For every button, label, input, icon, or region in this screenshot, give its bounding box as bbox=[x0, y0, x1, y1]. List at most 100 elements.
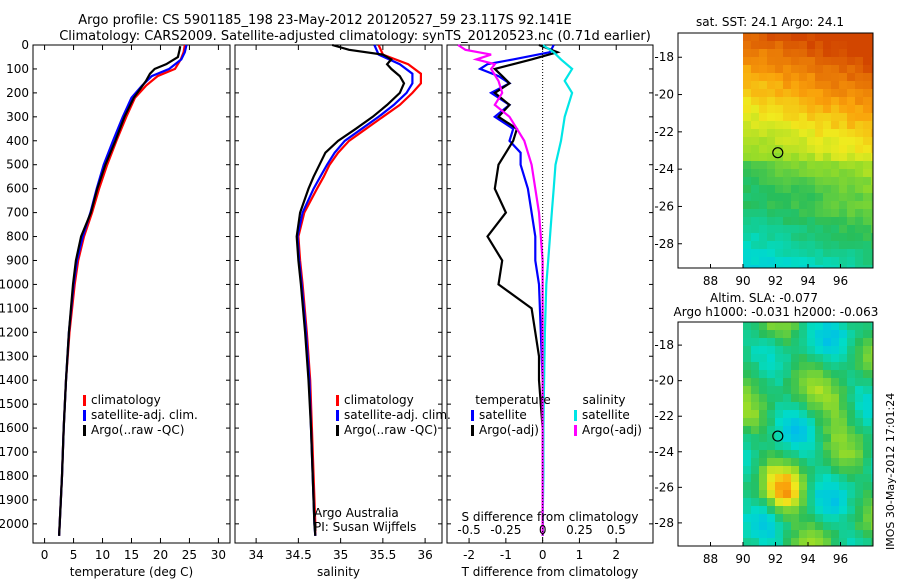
map-cell bbox=[783, 426, 792, 435]
map-cell bbox=[791, 105, 800, 114]
map-cell bbox=[783, 73, 792, 82]
map-cell bbox=[839, 121, 848, 130]
s-tick-label: 0.5 bbox=[607, 523, 626, 537]
map-cell bbox=[871, 370, 874, 379]
map-cell bbox=[751, 338, 760, 347]
map-cell bbox=[807, 386, 816, 395]
map-cell bbox=[759, 105, 768, 114]
map-cell bbox=[815, 354, 824, 363]
map-cell bbox=[791, 330, 800, 339]
map-cell bbox=[863, 458, 872, 467]
map-cell bbox=[871, 137, 874, 146]
legend-label: Argo(-adj) bbox=[479, 423, 539, 437]
map-cell bbox=[807, 402, 816, 411]
map-cell bbox=[807, 538, 816, 547]
legend-swatch bbox=[336, 395, 339, 406]
map-cell bbox=[847, 370, 856, 379]
map-cell bbox=[807, 322, 816, 331]
map-cell bbox=[863, 209, 872, 218]
map-cell bbox=[847, 89, 856, 98]
map-cell bbox=[807, 346, 816, 355]
map-cell bbox=[791, 474, 800, 483]
map-cell bbox=[831, 161, 840, 170]
map-cell bbox=[751, 354, 760, 363]
map-cell bbox=[743, 410, 752, 419]
map-cell bbox=[847, 105, 856, 114]
map-cell bbox=[815, 105, 824, 114]
map-cell bbox=[823, 33, 832, 42]
map-cell bbox=[855, 201, 864, 210]
map-cell bbox=[783, 201, 792, 210]
map-cell bbox=[807, 257, 816, 266]
map-cell bbox=[775, 169, 784, 178]
map-cell bbox=[759, 458, 768, 467]
map-cell bbox=[775, 249, 784, 258]
map-cell bbox=[855, 466, 864, 475]
map-cell bbox=[871, 474, 874, 483]
map-cell bbox=[863, 338, 872, 347]
map-cell bbox=[831, 81, 840, 90]
map-cell bbox=[743, 89, 752, 98]
map-cell bbox=[791, 514, 800, 523]
map-cell bbox=[783, 538, 792, 547]
series-line bbox=[486, 43, 561, 536]
map-cell bbox=[783, 81, 792, 90]
y-tick-label: -18 bbox=[654, 50, 674, 64]
map-cell bbox=[783, 49, 792, 58]
map-cell bbox=[823, 257, 832, 266]
map-cell bbox=[799, 57, 808, 66]
map-cell bbox=[767, 57, 776, 66]
map-cell bbox=[831, 57, 840, 66]
map-cell bbox=[743, 177, 752, 186]
map-cell bbox=[831, 402, 840, 411]
map-cell bbox=[743, 506, 752, 515]
map-cell bbox=[823, 57, 832, 66]
map-cell bbox=[815, 225, 824, 234]
map-cell bbox=[847, 418, 856, 427]
map-cell bbox=[823, 522, 832, 531]
map-cell bbox=[791, 458, 800, 467]
map-cell bbox=[823, 113, 832, 122]
map-cell bbox=[815, 498, 824, 507]
map-cell bbox=[759, 257, 768, 266]
map-cell bbox=[775, 418, 784, 427]
map-cell bbox=[807, 65, 816, 74]
map-cell bbox=[791, 225, 800, 234]
map-cell bbox=[871, 265, 874, 269]
map-cell bbox=[751, 466, 760, 475]
map-cell bbox=[767, 41, 776, 50]
map-cell bbox=[815, 233, 824, 242]
map-cell bbox=[855, 97, 864, 106]
y-tick-label: 100 bbox=[6, 62, 29, 76]
map-cell bbox=[759, 265, 768, 269]
y-tick-label: -18 bbox=[654, 338, 674, 352]
map-cell bbox=[871, 426, 874, 435]
map-cell bbox=[767, 490, 776, 499]
map-cell bbox=[807, 73, 816, 82]
map-cell bbox=[759, 402, 768, 411]
map-cell bbox=[799, 177, 808, 186]
map-cell bbox=[871, 209, 874, 218]
map-cell bbox=[783, 458, 792, 467]
map-cell bbox=[871, 153, 874, 162]
map-cell bbox=[863, 354, 872, 363]
map-cell bbox=[807, 97, 816, 106]
map-cell bbox=[751, 490, 760, 499]
map-cell bbox=[823, 161, 832, 170]
map-cell bbox=[831, 394, 840, 403]
map-cell bbox=[751, 177, 760, 186]
map-cell bbox=[823, 330, 832, 339]
legend-swatch bbox=[83, 410, 86, 421]
map-cell bbox=[775, 89, 784, 98]
map-cell bbox=[831, 346, 840, 355]
map-cell bbox=[807, 41, 816, 50]
map-cell bbox=[783, 233, 792, 242]
map-cell bbox=[751, 257, 760, 266]
map-cell bbox=[871, 402, 874, 411]
map-cell bbox=[871, 450, 874, 459]
map-cell bbox=[807, 89, 816, 98]
map-cell bbox=[831, 249, 840, 258]
map-cell bbox=[791, 89, 800, 98]
map-cell bbox=[775, 241, 784, 250]
map-cell bbox=[791, 498, 800, 507]
